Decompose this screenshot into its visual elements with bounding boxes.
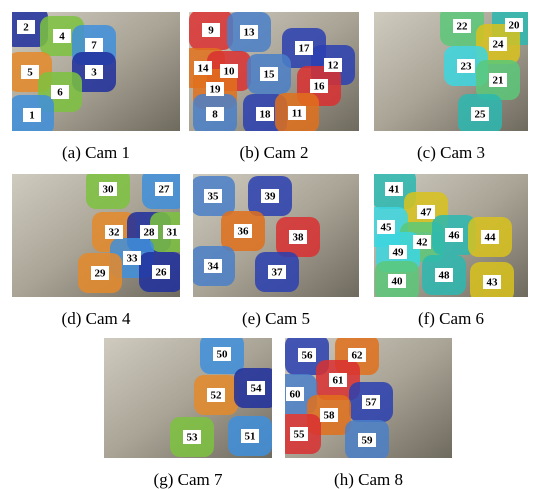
camera-panel: 50 52 54 53 51 (g) Cam 7 xyxy=(104,334,278,489)
region-label: 46 xyxy=(449,230,461,242)
region-label: 4 xyxy=(59,31,65,43)
region-label: 38 xyxy=(293,232,305,244)
region-label: 32 xyxy=(109,227,121,239)
figure: 2475361(a) Cam 19131714101512191681811(b… xyxy=(0,0,537,489)
region-label: 1 xyxy=(29,110,35,122)
region-label: 26 xyxy=(156,267,168,279)
region-label: 5 xyxy=(27,67,33,79)
region-label: 13 xyxy=(244,27,256,39)
camera-panel: 22 20 24 23 21 25 (c) Cam 3 xyxy=(374,5,536,162)
region-label: 7 xyxy=(91,40,97,52)
region-label: 16 xyxy=(314,81,326,93)
region-label: 54 xyxy=(251,383,263,395)
region-label: 6 xyxy=(57,87,63,99)
region-label: 39 xyxy=(265,191,277,203)
region-label: 24 xyxy=(493,39,505,51)
camera-panel: 9 13 17 14 10 15 12 19 16 8 18 11 (b) Cam 2 xyxy=(181,10,359,162)
region-label: 50 xyxy=(217,349,229,361)
region-label: 12 xyxy=(328,60,340,72)
region-label: 27 xyxy=(159,184,171,196)
caption: (e) Cam 5 xyxy=(242,309,310,328)
camera-panel: 30 27 32 28 31 33 29 26 (d) Cam 4 xyxy=(12,169,194,328)
region-label: 52 xyxy=(211,390,223,402)
region-label: 23 xyxy=(461,61,473,73)
camera-panel: 41 47 45 42 46 44 49 40 48 43 (f) Cam 6 xyxy=(364,169,528,328)
region-label: 56 xyxy=(302,350,314,362)
region-label: 61 xyxy=(333,375,344,387)
region-label: 9 xyxy=(208,25,214,37)
region-label: 47 xyxy=(421,207,433,219)
region-label: 29 xyxy=(95,268,107,280)
region-label: 58 xyxy=(324,410,336,422)
region-label: 11 xyxy=(292,108,302,120)
region-label: 35 xyxy=(208,191,220,203)
region-label: 57 xyxy=(366,397,378,409)
region-label: 30 xyxy=(103,184,115,196)
region-label: 33 xyxy=(127,253,139,265)
region-label: 18 xyxy=(260,109,272,121)
region-label: 14 xyxy=(198,63,210,75)
region-label: 17 xyxy=(299,43,311,55)
region-label: 45 xyxy=(381,222,393,234)
region-label: 44 xyxy=(485,232,497,244)
region-label: 37 xyxy=(272,267,284,279)
region-label: 42 xyxy=(417,237,429,249)
region-label: 60 xyxy=(290,389,302,401)
region-label: 19 xyxy=(210,84,222,96)
region-label: 51 xyxy=(245,431,256,443)
caption: (g) Cam 7 xyxy=(154,470,223,489)
region-label: 8 xyxy=(212,109,218,121)
region-label: 40 xyxy=(392,276,404,288)
region-label: 28 xyxy=(144,227,156,239)
caption: (d) Cam 4 xyxy=(62,309,131,328)
caption: (a) Cam 1 xyxy=(62,143,130,162)
region-label: 36 xyxy=(238,226,250,238)
region-label: 15 xyxy=(264,69,276,81)
caption: (b) Cam 2 xyxy=(240,143,309,162)
region-label: 3 xyxy=(91,67,97,79)
region-label: 31 xyxy=(167,227,178,239)
region-label: 22 xyxy=(457,21,469,33)
region-label: 41 xyxy=(389,184,400,196)
region-label: 20 xyxy=(509,20,521,32)
caption: (h) Cam 8 xyxy=(334,470,403,489)
region-label: 2 xyxy=(23,22,29,34)
camera-panel: 35 39 36 38 34 37 (e) Cam 5 xyxy=(191,174,359,328)
region-label: 53 xyxy=(187,432,199,444)
region-label: 34 xyxy=(208,261,220,273)
caption: (f) Cam 6 xyxy=(418,309,484,328)
region-label: 10 xyxy=(224,66,236,78)
camera-panel: 56 62 61 60 57 58 55 59 (h) Cam 8 xyxy=(273,335,452,489)
region-label: 55 xyxy=(294,429,306,441)
camera-panel: 2 4 7 5 3 6 1 (a) Cam 1 xyxy=(4,7,180,162)
caption: (c) Cam 3 xyxy=(417,143,485,162)
region-label: 59 xyxy=(362,435,374,447)
region-label: 43 xyxy=(487,277,499,289)
region-label: 62 xyxy=(352,350,364,362)
region-label: 49 xyxy=(393,247,405,259)
region-label: 25 xyxy=(475,109,487,121)
region-label: 21 xyxy=(493,75,504,87)
region-label: 48 xyxy=(439,270,451,282)
